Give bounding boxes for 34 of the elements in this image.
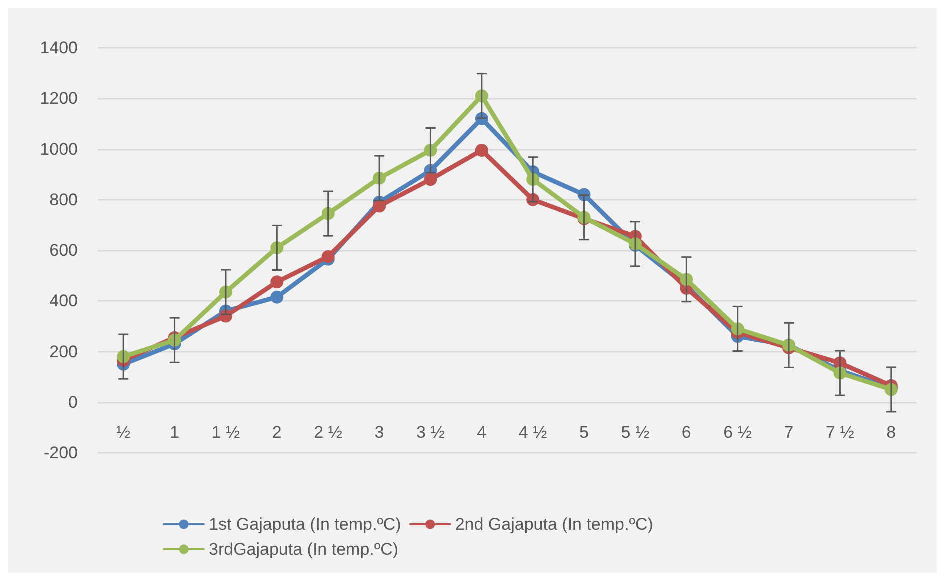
x-tick-label: 1: [170, 423, 180, 442]
y-tick-label: 400: [50, 292, 78, 311]
point: [270, 276, 284, 289]
y-tick-label: 1200: [40, 89, 78, 108]
x-tick-label: 4: [477, 423, 487, 442]
y-tick-label: 800: [50, 190, 78, 210]
y-tick-label: 0: [68, 392, 78, 412]
x-tick-label: 3: [374, 423, 384, 442]
x-tick-label: 2: [272, 423, 282, 442]
legend-label: 2nd Gajaputa (In temp.ºC): [455, 515, 654, 534]
y-tick-label: -200: [44, 444, 78, 462]
x-tick-label: 7 ½: [826, 423, 854, 442]
point: [424, 173, 438, 186]
point: [270, 290, 284, 304]
x-tick-label: 5 ½: [621, 423, 650, 442]
point: [322, 250, 335, 264]
x-tick-label: 4 ½: [518, 423, 548, 442]
legend-label: 1st Gajaputa (In temp.ºC): [209, 515, 402, 534]
point: [373, 200, 386, 213]
y-tick-label: 600: [50, 241, 78, 260]
point: [475, 144, 488, 158]
x-tick-label: ½: [116, 423, 131, 442]
y-tick-label: 1400: [40, 38, 78, 58]
x-tick-label: 5: [580, 423, 590, 442]
x-tick-label: 8: [886, 423, 896, 442]
x-tick-label: 6 ½: [724, 423, 752, 442]
y-tick-label: 1000: [40, 140, 78, 159]
x-tick-label: 2 ½: [314, 423, 343, 442]
legend-label: 3rdGajaputa (In temp.ºC): [209, 540, 399, 559]
x-tick-label: 7: [784, 423, 794, 442]
x-tick-label: 6: [682, 423, 692, 442]
x-tick-label: 3 ½: [416, 423, 445, 442]
y-tick-label: 200: [50, 342, 78, 362]
x-tick-label: 1 ½: [212, 423, 240, 442]
